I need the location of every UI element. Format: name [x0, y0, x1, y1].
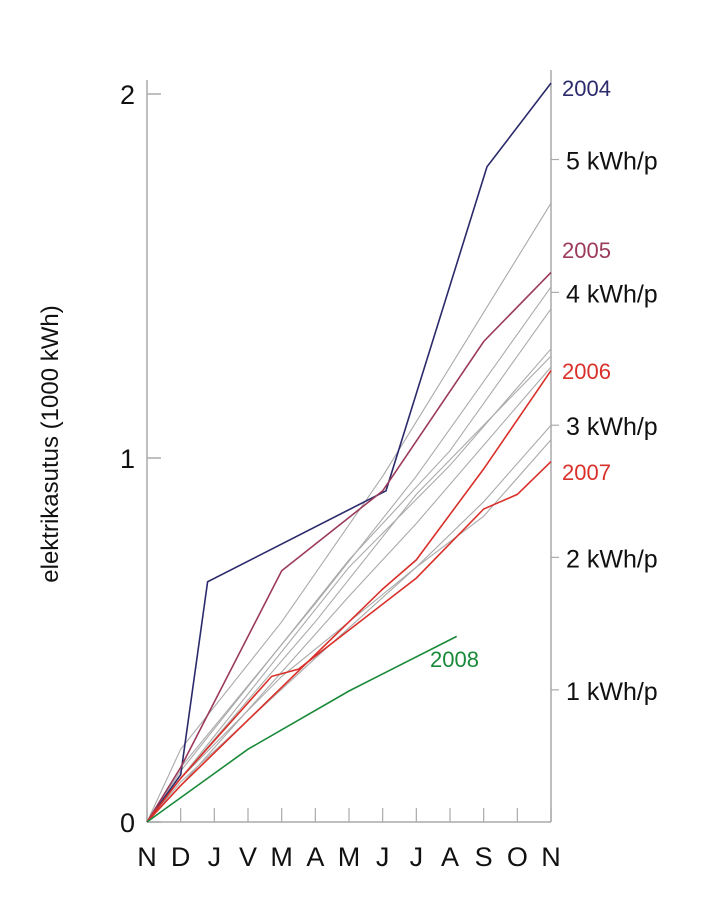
series-label-2008: 2008 — [430, 647, 479, 672]
y-tick-label: 0 — [120, 808, 135, 838]
x-tick-label: A — [306, 842, 324, 872]
series-line-gray-e — [146, 355, 552, 823]
series-line-2008 — [146, 635, 458, 823]
series-label-2005: 2005 — [562, 238, 611, 263]
x-tick-label: S — [475, 842, 493, 872]
x-tick-label: V — [239, 842, 257, 872]
series-line-gray-c — [146, 308, 552, 823]
y-tick-label: 2 — [120, 80, 135, 110]
labels: 2004 2005 2006 2007 2008 — [430, 76, 611, 672]
x-tick-label: J — [208, 842, 222, 872]
series-lines — [146, 82, 552, 823]
right-tick-label: 5 kWh/p — [566, 148, 658, 176]
x-tick-label: O — [507, 842, 528, 872]
x-tick-label: J — [376, 842, 390, 872]
x-tick-label: D — [171, 842, 191, 872]
y-axis-label: elektrikasutus (1000 kWh) — [37, 305, 64, 582]
x-tick-label: M — [270, 842, 293, 872]
x-tick-label: N — [541, 842, 561, 872]
right-tick-label: 4 kWh/p — [566, 280, 658, 308]
series-line-gray-b — [146, 286, 552, 823]
right-tick-label: 1 kWh/p — [566, 678, 658, 706]
right-tick-label: 2 kWh/p — [566, 545, 658, 573]
x-tick-label: J — [410, 842, 424, 872]
x-tick-label: N — [137, 842, 157, 872]
series-line-2004 — [146, 82, 552, 823]
right-tick-label: 3 kWh/p — [566, 413, 658, 441]
x-tick-label: M — [338, 842, 361, 872]
series-line-2007 — [146, 461, 552, 823]
series-line-2005 — [146, 271, 552, 823]
series-line-gray-a — [146, 202, 552, 823]
series-label-2004: 2004 — [562, 76, 611, 101]
x-tick-label: A — [441, 842, 459, 872]
series-label-2007: 2007 — [562, 460, 611, 485]
y-tick-label: 1 — [120, 444, 135, 474]
series-label-2006: 2006 — [562, 359, 611, 384]
series-line-gray-g — [146, 424, 552, 823]
series-line-2006 — [146, 370, 552, 823]
series-line-gray-f — [146, 366, 552, 823]
